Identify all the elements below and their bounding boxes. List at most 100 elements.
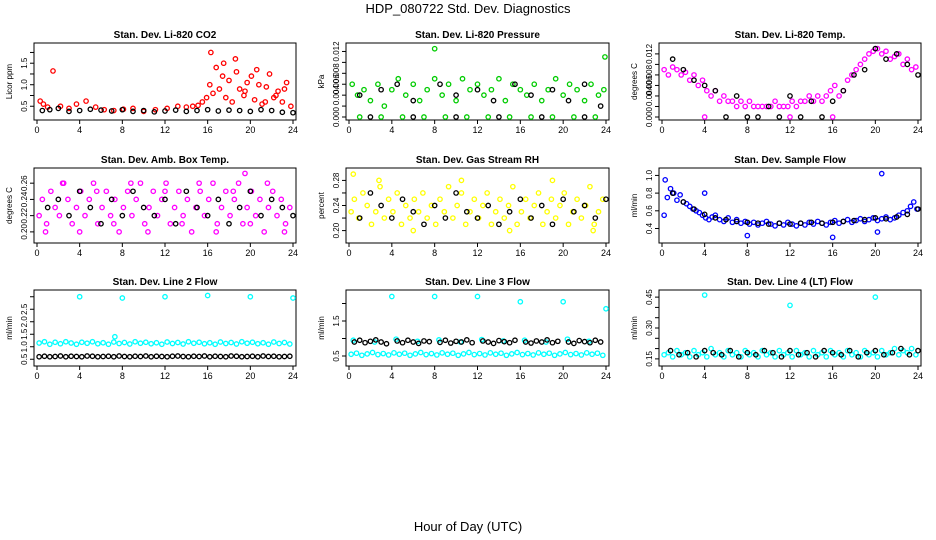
data-point bbox=[375, 81, 381, 88]
data-point bbox=[84, 353, 90, 359]
data-point bbox=[795, 351, 802, 358]
x-tick-label: 8 bbox=[120, 371, 125, 381]
data-point bbox=[466, 349, 472, 356]
data-point bbox=[230, 188, 237, 195]
data-point bbox=[83, 98, 89, 104]
data-point bbox=[215, 108, 222, 114]
data-point bbox=[251, 96, 258, 103]
data-point bbox=[823, 93, 830, 99]
data-point bbox=[410, 208, 417, 215]
data-point bbox=[290, 295, 296, 301]
data-point bbox=[73, 101, 80, 107]
data-point bbox=[196, 339, 202, 346]
data-point bbox=[367, 338, 374, 345]
data-point bbox=[602, 54, 608, 60]
data-point bbox=[249, 339, 256, 346]
data-point bbox=[36, 340, 42, 346]
data-point bbox=[172, 220, 179, 227]
data-point bbox=[216, 86, 223, 92]
data-point bbox=[851, 72, 857, 78]
data-point bbox=[474, 293, 481, 300]
data-point bbox=[840, 87, 847, 94]
data-point bbox=[276, 340, 282, 347]
data-point bbox=[368, 221, 375, 228]
data-point bbox=[678, 351, 685, 358]
x-tick-label: 4 bbox=[702, 248, 707, 258]
data-point bbox=[680, 66, 687, 73]
data-point bbox=[458, 339, 465, 345]
chart-title: Stan. Dev. Line 2 Flow bbox=[113, 277, 218, 288]
data-point bbox=[410, 227, 417, 234]
data-point bbox=[915, 72, 921, 78]
data-point bbox=[474, 215, 481, 221]
data-point bbox=[424, 215, 431, 221]
data-point bbox=[866, 51, 872, 57]
data-point bbox=[506, 339, 513, 346]
y-tick-label: 0.004 bbox=[645, 85, 654, 106]
data-point bbox=[549, 339, 556, 346]
x-tick-label: 12 bbox=[785, 248, 795, 258]
data-point bbox=[148, 353, 154, 360]
data-point bbox=[116, 340, 122, 347]
data-point bbox=[506, 208, 513, 215]
data-point bbox=[857, 353, 864, 360]
data-point bbox=[130, 105, 136, 112]
data-point bbox=[716, 98, 723, 105]
data-point bbox=[76, 229, 83, 235]
data-point bbox=[87, 106, 94, 113]
data-point bbox=[462, 221, 469, 228]
data-point bbox=[360, 190, 366, 196]
data-point bbox=[121, 339, 128, 346]
x-tick-label: 16 bbox=[203, 371, 213, 381]
data-point bbox=[808, 98, 815, 105]
data-point bbox=[699, 77, 706, 84]
data-point bbox=[883, 56, 889, 62]
data-point bbox=[539, 221, 546, 228]
data-point bbox=[213, 64, 220, 71]
y-tick-label: 1.5 bbox=[20, 328, 29, 340]
data-point bbox=[421, 338, 427, 344]
data-point bbox=[442, 114, 449, 120]
chart-panel-3: Stan. Dev. Li-820 Temp.0 4 8 12 16 20 240.0000… bbox=[630, 30, 923, 135]
data-point bbox=[701, 211, 708, 218]
data-point bbox=[261, 229, 268, 235]
y-axis-label: Licor ppm bbox=[5, 64, 14, 99]
data-point bbox=[236, 204, 243, 211]
data-point bbox=[37, 98, 44, 104]
data-point bbox=[273, 92, 279, 99]
data-point bbox=[589, 351, 595, 358]
data-point bbox=[501, 215, 508, 221]
x-tick-label: 4 bbox=[702, 371, 707, 381]
data-point bbox=[829, 234, 836, 241]
x-tick-label: 16 bbox=[828, 371, 838, 381]
x-tick-label: 4 bbox=[77, 248, 82, 258]
data-point bbox=[36, 353, 42, 360]
data-point bbox=[480, 202, 486, 209]
data-point bbox=[827, 87, 834, 94]
data-point bbox=[755, 114, 761, 120]
data-point bbox=[701, 82, 708, 89]
data-point bbox=[254, 353, 261, 360]
data-point bbox=[793, 222, 800, 229]
data-point bbox=[915, 347, 921, 354]
data-point bbox=[712, 87, 719, 94]
x-tick-label: 20 bbox=[558, 371, 568, 381]
data-point bbox=[190, 340, 197, 347]
series-reference bbox=[351, 337, 604, 347]
data-point bbox=[57, 340, 64, 347]
data-point bbox=[377, 183, 383, 190]
data-point bbox=[763, 351, 770, 358]
data-point bbox=[661, 212, 667, 219]
data-point bbox=[92, 104, 99, 110]
data-point bbox=[519, 351, 526, 358]
data-point bbox=[674, 197, 680, 204]
data-point bbox=[755, 220, 761, 227]
data-point bbox=[146, 204, 152, 211]
x-tick-label: 0 bbox=[34, 125, 39, 135]
data-point bbox=[423, 351, 429, 358]
data-point bbox=[73, 353, 80, 360]
data-point bbox=[488, 221, 495, 228]
data-point bbox=[701, 292, 708, 298]
x-tick-label: 0 bbox=[346, 125, 351, 135]
data-point bbox=[428, 350, 435, 357]
